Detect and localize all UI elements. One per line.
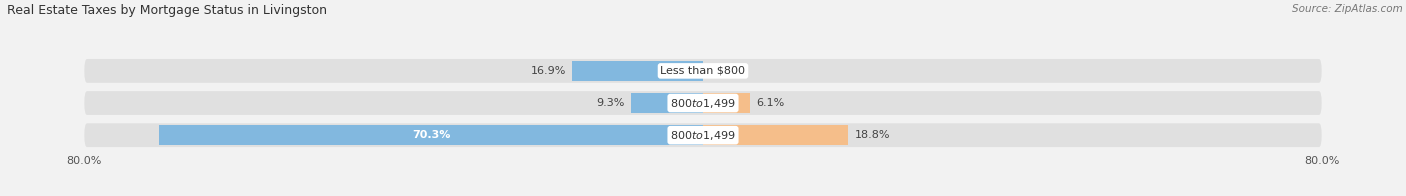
Text: Real Estate Taxes by Mortgage Status in Livingston: Real Estate Taxes by Mortgage Status in … (7, 4, 328, 17)
Text: Source: ZipAtlas.com: Source: ZipAtlas.com (1292, 4, 1403, 14)
Bar (572, 61, 703, 81)
FancyBboxPatch shape (84, 123, 1322, 147)
Bar (703, 125, 848, 145)
Text: 18.8%: 18.8% (855, 130, 890, 140)
Bar (159, 125, 703, 145)
Bar (703, 93, 751, 113)
Text: Less than $800: Less than $800 (661, 66, 745, 76)
Text: $800 to $1,499: $800 to $1,499 (671, 129, 735, 142)
Bar (631, 93, 703, 113)
Text: $800 to $1,499: $800 to $1,499 (671, 97, 735, 110)
Text: 6.1%: 6.1% (756, 98, 785, 108)
Text: 9.3%: 9.3% (596, 98, 624, 108)
Text: 70.3%: 70.3% (412, 130, 450, 140)
FancyBboxPatch shape (84, 91, 1322, 115)
Text: 16.9%: 16.9% (530, 66, 567, 76)
FancyBboxPatch shape (84, 59, 1322, 83)
